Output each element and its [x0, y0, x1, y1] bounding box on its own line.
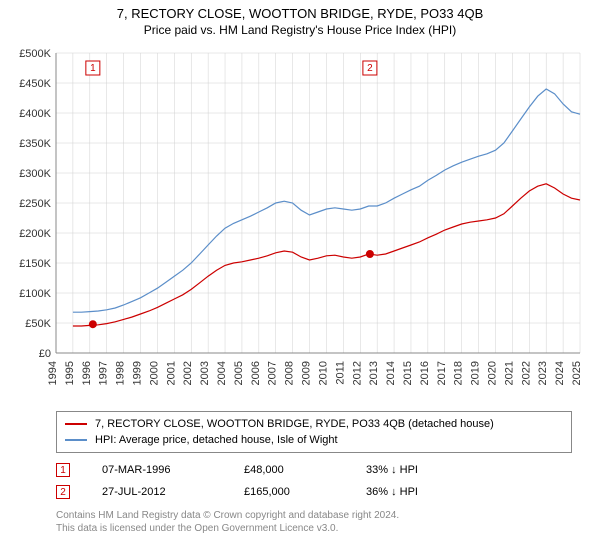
x-tick-label: 1996: [81, 361, 93, 385]
y-tick-label: £500K: [19, 48, 51, 60]
x-tick-label: 2023: [537, 361, 549, 385]
y-tick-label: £350K: [19, 138, 51, 150]
x-tick-label: 2011: [334, 361, 346, 385]
chart-area: £0 £50K £100K £150K £200K £250K £300K £350K £400…: [8, 45, 592, 405]
x-tick-label: 2015: [402, 361, 414, 385]
legend-swatch: [65, 439, 87, 441]
transaction-price: £165,000: [244, 486, 334, 498]
x-tick-label: 2003: [199, 361, 211, 385]
x-tick-label: 2000: [148, 361, 160, 385]
legend-row: 7, RECTORY CLOSE, WOOTTON BRIDGE, RYDE, …: [65, 416, 563, 432]
x-tick-label: 2016: [419, 361, 431, 385]
transaction-marker: 1: [56, 463, 70, 477]
x-tick-label: 2021: [503, 361, 515, 385]
legend-swatch: [65, 423, 87, 425]
marker-dot-1: [89, 321, 96, 328]
transaction-delta: 36% ↓ HPI: [366, 486, 418, 498]
x-tick-label: 1995: [64, 361, 76, 385]
chart-container: 7, RECTORY CLOSE, WOOTTON BRIDGE, RYDE, …: [0, 0, 600, 541]
x-tick-label: 2005: [233, 361, 245, 385]
legend-label: 7, RECTORY CLOSE, WOOTTON BRIDGE, RYDE, …: [95, 418, 494, 430]
y-tick-label: £300K: [19, 168, 51, 180]
transaction-delta: 33% ↓ HPI: [366, 464, 418, 476]
x-tick-label: 2012: [351, 361, 363, 385]
legend-row: HPI: Average price, detached house, Isle…: [65, 432, 563, 448]
x-tick-label: 1999: [132, 361, 144, 385]
legend: 7, RECTORY CLOSE, WOOTTON BRIDGE, RYDE, …: [56, 411, 572, 453]
x-tick-label: 2002: [182, 361, 194, 385]
x-tick-label: 2010: [317, 361, 329, 385]
title-sub: Price paid vs. HM Land Registry's House …: [8, 23, 592, 37]
y-tick-label: £450K: [19, 78, 51, 90]
x-tick-label: 2009: [301, 361, 313, 385]
transaction-row: 1 07-MAR-1996 £48,000 33% ↓ HPI: [56, 459, 572, 481]
x-tick-label: 2019: [470, 361, 482, 385]
y-tick-label: £250K: [19, 198, 51, 210]
x-tick-label: 2018: [453, 361, 465, 385]
legend-label: HPI: Average price, detached house, Isle…: [95, 434, 338, 446]
transaction-marker: 2: [56, 485, 70, 499]
marker-dot-2: [366, 251, 373, 258]
footer-line-1: Contains HM Land Registry data © Crown c…: [56, 509, 572, 522]
x-tick-label: 2022: [520, 361, 532, 385]
x-tick-label: 2006: [250, 361, 262, 385]
x-tick-label: 2008: [284, 361, 296, 385]
y-tick-label: £0: [39, 348, 51, 360]
x-tick-label: 2013: [368, 361, 380, 385]
y-tick-label: £200K: [19, 228, 51, 240]
footer: Contains HM Land Registry data © Crown c…: [56, 509, 572, 535]
transaction-row: 2 27-JUL-2012 £165,000 36% ↓ HPI: [56, 481, 572, 503]
y-tick-label: £150K: [19, 258, 51, 270]
footer-line-2: This data is licensed under the Open Gov…: [56, 522, 572, 535]
x-tick-label: 1994: [47, 361, 59, 385]
x-tick-label: 2024: [554, 361, 566, 385]
x-tick-label: 1997: [98, 361, 110, 385]
line-chart-svg: £0 £50K £100K £150K £200K £250K £300K £350K £400…: [8, 45, 592, 405]
transaction-date: 07-MAR-1996: [102, 464, 212, 476]
x-tick-label: 1998: [115, 361, 127, 385]
transaction-price: £48,000: [244, 464, 334, 476]
x-tick-label: 2004: [216, 361, 228, 385]
title-main: 7, RECTORY CLOSE, WOOTTON BRIDGE, RYDE, …: [8, 6, 592, 21]
x-tick-label: 2020: [486, 361, 498, 385]
x-tick-label: 2025: [571, 361, 583, 385]
x-tick-label: 2007: [267, 361, 279, 385]
x-tick-label: 2001: [165, 361, 177, 385]
y-tick-label: £100K: [19, 288, 51, 300]
y-tick-label: £50K: [25, 318, 51, 330]
transactions-table: 1 07-MAR-1996 £48,000 33% ↓ HPI 2 27-JUL-2012…: [56, 459, 572, 503]
x-tick-label: 2017: [436, 361, 448, 385]
transaction-date: 27-JUL-2012: [102, 486, 212, 498]
marker-label-1: 1: [90, 63, 96, 74]
y-tick-label: £400K: [19, 108, 51, 120]
x-tick-label: 2014: [385, 361, 397, 385]
marker-label-2: 2: [367, 63, 373, 74]
